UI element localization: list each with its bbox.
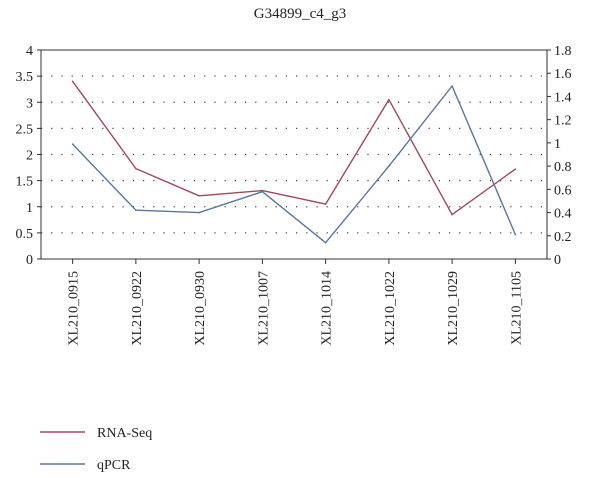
left-tick-label: 2	[26, 149, 33, 164]
data-point-qpcr	[261, 190, 264, 193]
series-layer	[71, 80, 517, 244]
x-axis: XL210_0915 XL210_0922 XL210_0930 XL210_1007…	[67, 259, 524, 346]
left-tick-label: 2.5	[16, 122, 34, 137]
x-tick-label: XL210_1029	[446, 271, 461, 346]
x-tick-label: XL210_1007	[256, 271, 271, 346]
data-point-qpcr	[324, 241, 327, 244]
data-point-qpcr	[388, 165, 390, 167]
right-tick-label: 1.2	[554, 114, 572, 129]
right-tick-label: 1.6	[554, 67, 572, 82]
data-point-qpcr	[135, 209, 137, 212]
data-point-qpcr	[451, 85, 453, 87]
right-tick-label: 0	[554, 253, 561, 268]
left-tick-label: 4	[26, 44, 33, 59]
x-tick-label: XL210_1105	[509, 271, 524, 345]
left-tick-label: 1	[26, 201, 33, 216]
right-y-axis: 0 0.2 0.4 0.6 0.8 1 1.2 1.4 1.6 1.8	[547, 44, 572, 268]
data-point-qpcr	[198, 211, 200, 214]
data-point-rna-seq	[514, 168, 517, 170]
left-y-axis: 0 0.5 1 1.5 2 2.5 3 3.5 4	[16, 44, 41, 268]
gridlines	[41, 75, 547, 234]
data-point-qpcr	[71, 143, 74, 145]
legend-label-rna-seq: RNA-Seq	[97, 426, 152, 441]
x-tick-label: XL210_1014	[320, 271, 335, 346]
data-point-rna-seq	[324, 203, 327, 205]
right-tick-label: 1	[554, 137, 561, 152]
chart-title: G34899_c4_g3	[254, 6, 347, 22]
right-tick-label: 1.4	[554, 90, 572, 105]
data-point-rna-seq	[135, 167, 137, 170]
data-point-rna-seq	[261, 189, 264, 192]
left-tick-label: 0.5	[16, 227, 34, 242]
series-line-qpcr	[72, 85, 517, 244]
left-tick-label: 1.5	[16, 175, 34, 190]
right-tick-label: 0.2	[554, 230, 572, 245]
x-tick-label: XL210_1022	[383, 271, 398, 346]
left-tick-label: 3	[26, 96, 33, 111]
data-point-rna-seq	[388, 98, 390, 101]
data-point-rna-seq	[71, 80, 74, 83]
legend: RNA-Seq qPCR	[40, 426, 152, 473]
left-tick-label: 0	[26, 253, 33, 268]
data-point-rna-seq	[451, 213, 453, 216]
right-tick-label: 0.8	[554, 160, 572, 175]
x-tick-label: XL210_0930	[193, 271, 208, 346]
right-tick-label: 0.6	[554, 183, 572, 198]
right-tick-label: 1.8	[554, 44, 572, 59]
series-line-rna-seq	[72, 80, 516, 216]
data-point-rna-seq	[198, 194, 200, 197]
legend-label-qpcr: qPCR	[97, 458, 131, 473]
x-tick-label: XL210_0915	[67, 271, 82, 346]
plot-frame	[40, 49, 548, 260]
x-tick-label: XL210_0922	[130, 271, 145, 346]
left-tick-label: 3.5	[16, 70, 34, 85]
right-tick-label: 0.4	[554, 207, 572, 222]
data-point-qpcr	[514, 233, 517, 236]
